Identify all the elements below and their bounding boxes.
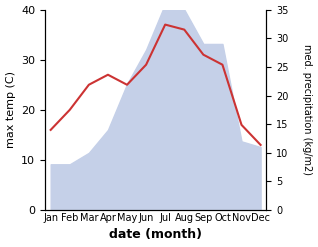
X-axis label: date (month): date (month) (109, 228, 202, 242)
Y-axis label: max temp (C): max temp (C) (5, 71, 16, 148)
Y-axis label: med. precipitation (kg/m2): med. precipitation (kg/m2) (302, 44, 313, 175)
